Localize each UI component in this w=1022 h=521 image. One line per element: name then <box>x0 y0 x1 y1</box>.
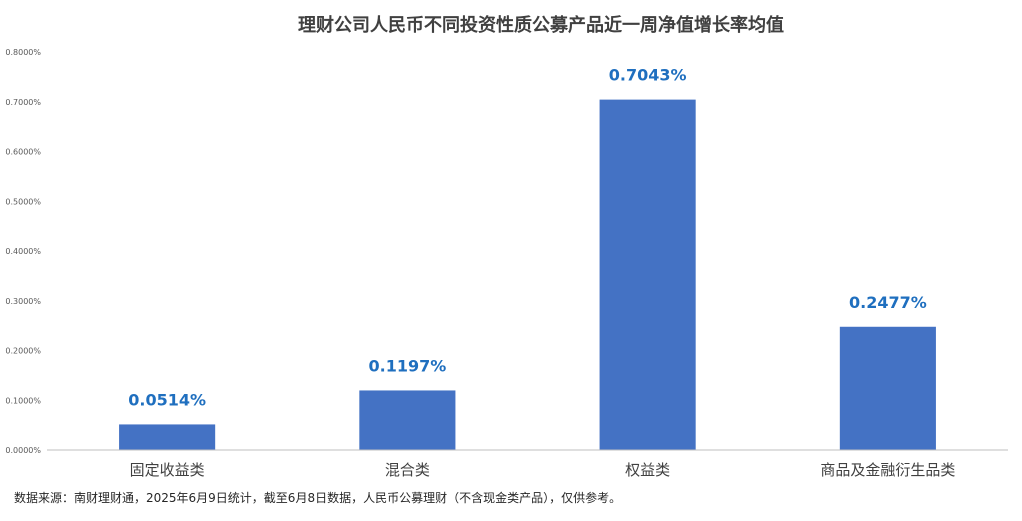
y-tick-label: 0.8000% <box>5 48 41 57</box>
data-label: 0.7043% <box>609 66 687 85</box>
bar <box>599 99 696 450</box>
bar <box>359 390 456 450</box>
bar <box>839 326 936 450</box>
data-labels: 0.0514% 0.1197% 0.7043% 0.2477% <box>128 66 927 410</box>
y-tick-label: 0.7000% <box>5 98 41 107</box>
y-tick-label: 0.0000% <box>5 446 41 455</box>
y-tick-label: 0.5000% <box>5 197 41 206</box>
y-tick-label: 0.4000% <box>5 247 41 256</box>
data-label: 0.1197% <box>368 356 446 375</box>
y-tick-label: 0.3000% <box>5 297 41 306</box>
data-label: 0.0514% <box>128 390 206 409</box>
x-tick-label: 混合类 <box>385 461 430 479</box>
chart-title: 理财公司人民币不同投资性质公募产品近一周净值增长率均值 <box>298 14 784 36</box>
source-note: 数据来源：南财理财通，2025年6月9日统计，截至6月8日数据，人民币公募理财（… <box>14 490 621 505</box>
data-label: 0.2477% <box>849 293 927 312</box>
y-tick-label: 0.1000% <box>5 396 41 405</box>
x-tick-label: 商品及金融衍生品类 <box>820 461 955 479</box>
y-tick-label: 0.6000% <box>5 148 41 157</box>
x-tick-label: 固定收益类 <box>130 461 205 479</box>
y-tick-label: 0.2000% <box>5 347 41 356</box>
bar <box>119 424 216 450</box>
y-axis: 0.0000% 0.1000% 0.2000% 0.3000% 0.4000% 0.500… <box>5 48 41 455</box>
x-tick-label: 权益类 <box>625 461 670 479</box>
x-axis: 固定收益类 混合类 权益类 商品及金融衍生品类 <box>130 461 956 479</box>
bars <box>119 99 936 450</box>
